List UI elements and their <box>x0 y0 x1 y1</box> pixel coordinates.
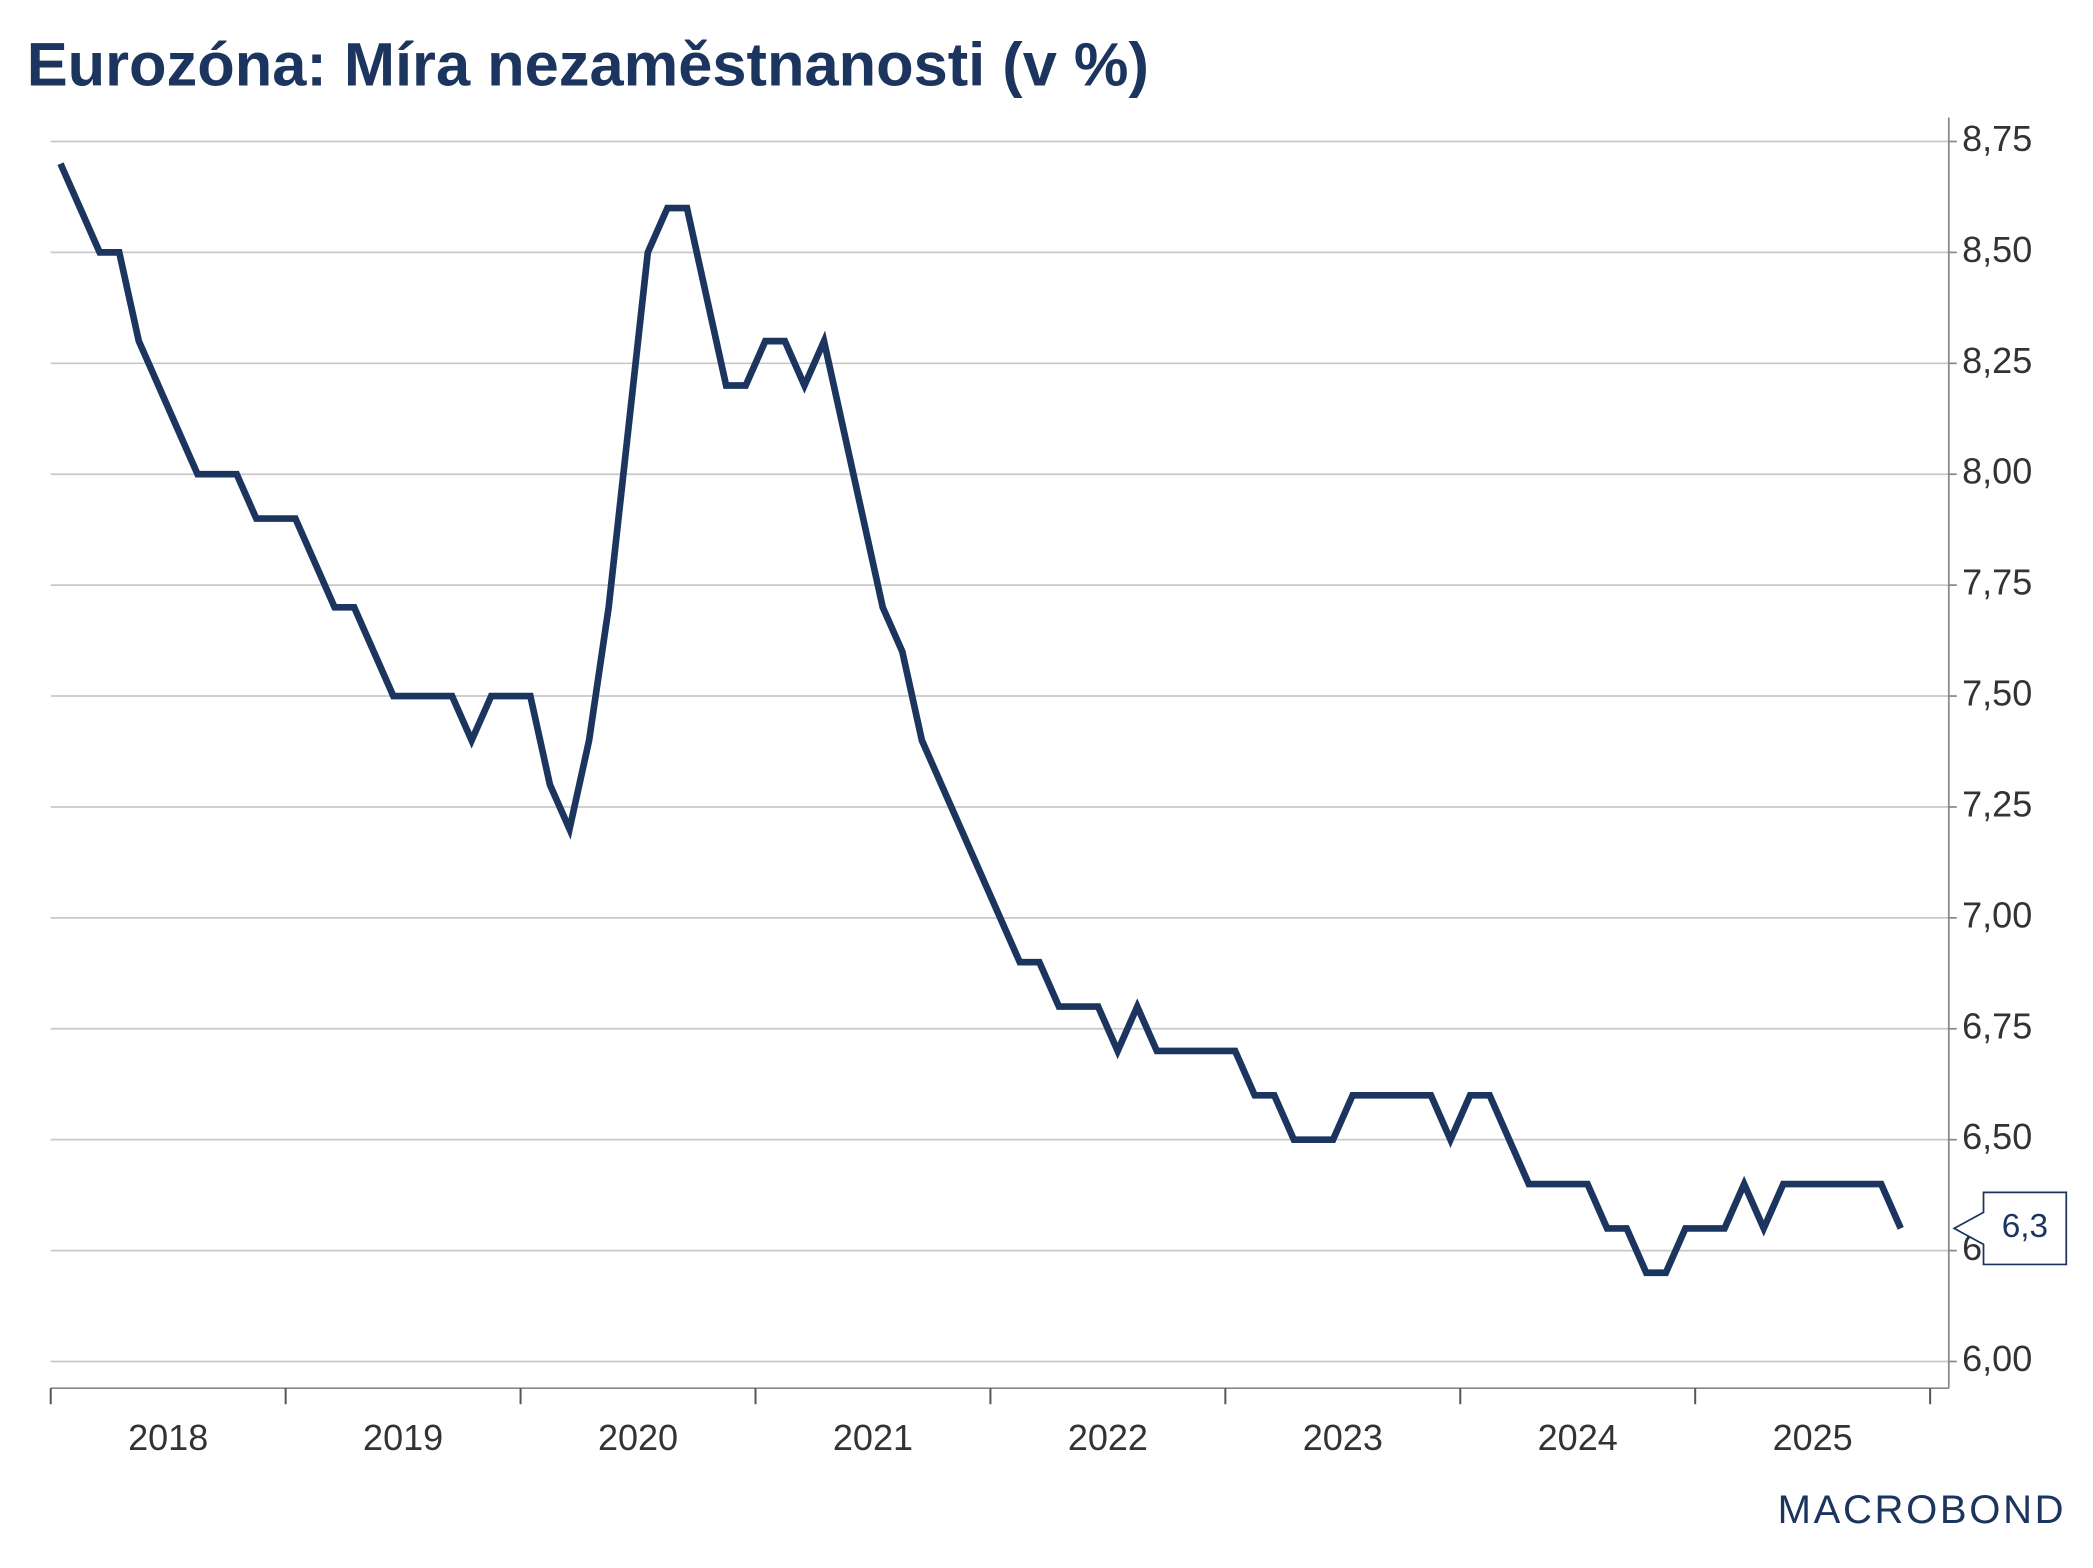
y-tick-label: 8,25 <box>1962 340 2032 381</box>
y-tick-label: 6,00 <box>1962 1338 2032 1379</box>
y-tick-label: 7,75 <box>1962 562 2032 603</box>
series-line <box>57 162 1904 1277</box>
x-tick-label: 2022 <box>1068 1417 1148 1458</box>
y-tick-label: 6,75 <box>1962 1005 2032 1046</box>
y-tick-label: 8,75 <box>1962 118 2032 159</box>
y-tick-label: 7,00 <box>1962 894 2032 935</box>
value-label: 6,3 <box>2002 1208 2048 1245</box>
x-tick-label: 2024 <box>1538 1417 1618 1458</box>
y-tick-label: 6,50 <box>1962 1116 2032 1157</box>
brand-logo: MACROBOND <box>1778 1488 2067 1532</box>
y-tick-label: 8,00 <box>1962 451 2032 492</box>
x-tick-label: 2019 <box>363 1417 443 1458</box>
y-tick-label: 8,50 <box>1962 229 2032 270</box>
x-tick-label: 2025 <box>1773 1417 1853 1458</box>
x-tick-label: 2021 <box>833 1417 913 1458</box>
x-tick-label: 2020 <box>598 1417 678 1458</box>
chart-body: Eurozóna: Míra nezaměstnanosti (v %) MAC… <box>27 31 2068 1532</box>
x-tick-label: 2023 <box>1303 1417 1383 1458</box>
y-tick-label: 7,25 <box>1962 783 2032 824</box>
chart-title: Eurozóna: Míra nezaměstnanosti (v %) <box>27 31 1149 100</box>
y-tick-label: 7,50 <box>1962 673 2032 714</box>
value-callout <box>1952 1191 2068 1266</box>
x-tick-label: 2018 <box>128 1417 208 1458</box>
